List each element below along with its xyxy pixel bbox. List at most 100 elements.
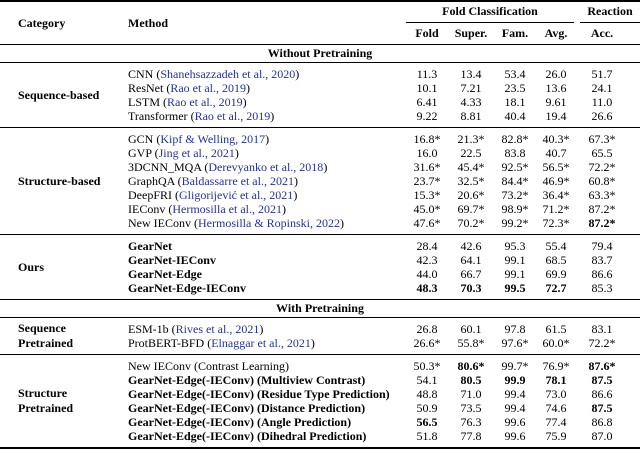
citation-link[interactable]: Rives et al., 2021 — [175, 322, 260, 336]
table-row: GearNet-Edge(-IEConv) (Residue Type Pred… — [112, 387, 640, 401]
method-cell: New IEConv (Contrast Learning) — [112, 359, 406, 373]
category-group: Ours GearNet 28.4 42.6 95.3 55.4 79.4 GearNet-I… — [0, 235, 640, 300]
value-cell: 60.0* — [542, 336, 570, 350]
value-cell: 15.3* — [413, 188, 441, 202]
value-cell: 31.6* — [413, 160, 441, 174]
value-cell: 77.8 — [460, 429, 482, 443]
method-name: GraphQA — [128, 174, 175, 188]
value-cell: 51.8 — [416, 429, 438, 443]
value-cell: 92.5* — [501, 160, 529, 174]
value-cell: 11.3 — [416, 67, 438, 81]
value-cell: 72.2* — [588, 160, 616, 174]
method-name: Transformer — [128, 109, 188, 123]
method-cell: LSTM (Rao et al., 2019) — [128, 95, 247, 109]
citation-link[interactable]: Kipf & Welling, 2017 — [160, 132, 266, 146]
value-cell: 20.6* — [457, 188, 485, 202]
value-cell: 73.5 — [460, 401, 482, 415]
value-cell: 99.4 — [504, 387, 526, 401]
table-row: GearNet 28.4 42.6 95.3 55.4 79.4 — [112, 239, 640, 253]
value-cell: 73.2* — [501, 188, 529, 202]
value-cell: 26.6* — [413, 336, 441, 350]
value-cell: 55.4 — [545, 239, 567, 253]
value-cell: 74.6 — [545, 401, 567, 415]
col-group-reaction: Reaction — [580, 2, 640, 23]
method-cell: GearNet — [112, 239, 406, 253]
method-name: GearNet-IEConv — [128, 253, 216, 267]
value-cell: 7.21 — [460, 81, 482, 95]
citation-link[interactable]: Elnaggar et al., 2021 — [211, 336, 311, 350]
method-name: GearNet-Edge(-IEConv) (Distance Predicti… — [128, 401, 366, 415]
value-cell: 26.8 — [416, 322, 438, 336]
value-cell: 28.4 — [416, 239, 438, 253]
header-metrics: Fold Classification Reaction Fold Super.… — [406, 2, 640, 44]
value-cell: 76.3 — [460, 415, 482, 429]
citation-link[interactable]: Shanehsazzadeh et al., 2020 — [160, 67, 296, 81]
col-header-super: Super. — [454, 25, 488, 40]
method-cell: GraphQA (Baldassarre et al., 2021) — [128, 174, 298, 188]
value-cell: 78.1 — [545, 373, 567, 387]
value-cell: 99.6 — [504, 415, 526, 429]
citation-link[interactable]: Rao et al., 2019 — [194, 109, 271, 123]
value-cell: 69.7* — [457, 202, 485, 216]
table-row: CNN (Shanehsazzadeh et al., 2020) 11.3 13.… — [112, 67, 640, 81]
value-cell: 53.4 — [504, 67, 526, 81]
value-cell: 55.8* — [457, 336, 485, 350]
col-header-method: Method — [128, 15, 168, 30]
citation-link[interactable]: Baldassarre et al., 2021 — [181, 174, 294, 188]
method-cell: CNN (Shanehsazzadeh et al., 2020) — [128, 67, 300, 81]
value-cell: 40.4 — [504, 109, 526, 123]
method-cell: IEConv (Hermosilla et al., 2021) — [128, 202, 286, 216]
value-cell: 47.6* — [413, 216, 441, 230]
value-cell: 48.3 — [416, 281, 438, 295]
value-cell: 36.4* — [542, 188, 570, 202]
value-cell: 69.9 — [545, 267, 567, 281]
category-cell: Sequence Pretrained — [18, 321, 74, 350]
citation-link[interactable]: Rao et al., 2019 — [170, 81, 246, 95]
value-cell: 6.41 — [416, 95, 438, 109]
citation-link[interactable]: Rao et al., 2019 — [167, 95, 243, 109]
value-cell: 99.9 — [504, 373, 526, 387]
method-cell: GearNet-Edge-IEConv — [112, 281, 406, 295]
value-cell: 10.1 — [416, 81, 438, 95]
group-rows: CNN (Shanehsazzadeh et al., 2020) 11.3 13.… — [112, 63, 640, 127]
value-cell: 42.6 — [460, 239, 482, 253]
value-cell: 42.3 — [416, 253, 438, 267]
value-cell: 9.61 — [545, 95, 567, 109]
method-name: GearNet-Edge(-IEConv) (Multiview Contras… — [128, 373, 366, 387]
value-cell: 87.2* — [588, 202, 616, 216]
section-banner: Without Pretraining — [0, 45, 640, 63]
citation-link[interactable]: Hermosilla & Ropinski, 2022 — [198, 216, 340, 230]
group-rows: New IEConv (Contrast Learning) 50.3* 80.6*… — [112, 355, 640, 447]
table-header: Category Method Fold Classification Reac… — [0, 2, 640, 45]
value-cell: 80.5 — [460, 373, 482, 387]
header-group-row: Fold Classification Reaction — [406, 2, 640, 23]
method-name: 3DCNN_MQA — [128, 160, 202, 174]
value-cell: 99.1 — [504, 267, 526, 281]
value-cell: 72.2* — [588, 336, 616, 350]
value-cell: 16.0 — [416, 146, 438, 160]
method-cell: GVP (Jing et al., 2021) — [128, 146, 239, 160]
method-name: GearNet-Edge-IEConv — [128, 281, 246, 295]
table-row: 3DCNN_MQA (Derevyanko et al., 2018) 31.6*… — [112, 160, 640, 174]
col-header-category: Category — [18, 15, 66, 30]
col-header-fam: Fam. — [501, 25, 529, 40]
method-name: GearNet — [128, 239, 172, 253]
category-cell: Structure-based — [18, 173, 101, 188]
citation-link[interactable]: Gligorijević et al., 2021 — [179, 188, 294, 202]
value-cell: 99.2* — [501, 216, 529, 230]
citation-link[interactable]: Derevyanko et al., 2018 — [208, 160, 324, 174]
citation-link[interactable]: Jing et al., 2021 — [158, 146, 235, 160]
citation-link[interactable]: Hermosilla et al., 2021 — [172, 202, 282, 216]
table-row: GraphQA (Baldassarre et al., 2021) 23.7* 3… — [112, 174, 640, 188]
value-cell: 70.2* — [457, 216, 485, 230]
value-cell: 65.5 — [591, 146, 613, 160]
method-cell: ProtBERT-BFD (Elnaggar et al., 2021) — [128, 336, 315, 350]
value-cell: 46.9* — [542, 174, 570, 188]
value-cell: 67.3* — [588, 132, 616, 146]
method-cell: 3DCNN_MQA (Derevyanko et al., 2018) — [128, 160, 328, 174]
value-cell: 40.3* — [542, 132, 570, 146]
table-row: GearNet-Edge(-IEConv) (Distance Predicti… — [112, 401, 640, 415]
group-rows: GCN (Kipf & Welling, 2017) 16.8* 21.3* 82.8… — [112, 128, 640, 234]
value-cell: 60.1 — [460, 322, 482, 336]
